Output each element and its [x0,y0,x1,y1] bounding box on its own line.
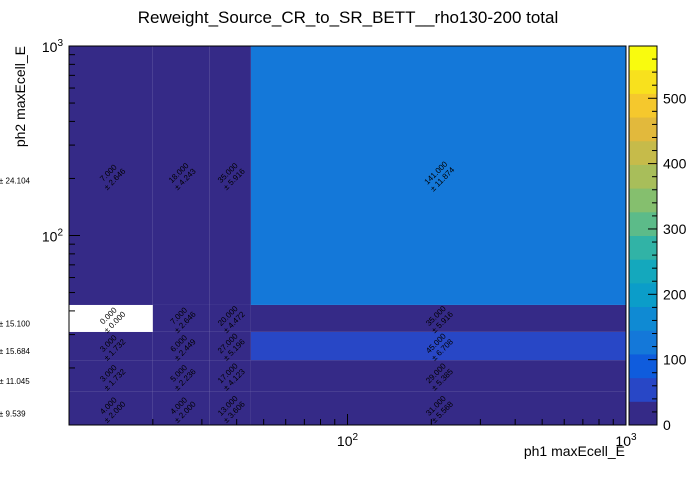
colorbar-tick-label: 500 [663,90,687,106]
chart-title: Reweight_Source_CR_to_SR_BETT__rho130-20… [138,8,559,27]
heatmap-cell [69,391,153,425]
heatmap-cell [209,391,251,425]
heatmap-cell [152,304,210,332]
heatmap-cell [250,304,626,332]
heatmap-cell [152,391,210,425]
x-tick-label: 102 [337,432,359,449]
y-axis-label: ph2 maxEcell_E [12,46,28,147]
heatmap-cell [209,360,251,392]
colorbar: 0 100 200 300 400 500 [628,45,687,433]
heatmap-cell [69,304,153,332]
colorbar-band [629,401,657,426]
colorbar-tick-label: 300 [663,221,687,237]
heatmap-cell [69,360,153,392]
colorbar-tick-label: 100 [663,352,687,368]
x-axis-label: ph1 maxEcell_E [524,443,625,459]
colorbar-band [629,282,657,308]
x-tick-label: 103 [615,432,637,449]
cell-value-label: 228.000± 15.100 [0,310,31,328]
colorbar-band [629,188,657,213]
colorbar-band [629,93,657,118]
cell-value-label: 91.000± 9.539 [0,400,26,418]
heatmap-cell [152,46,210,305]
colorbar-band [629,306,657,331]
colorbar-band [629,377,657,402]
colorbar-band [629,259,657,284]
colorbar-band [629,330,657,355]
colorbar-band [629,69,657,94]
heatmap-cells [69,46,626,425]
colorbar-tick-label: 400 [663,156,687,172]
colorbar-frame [628,45,658,426]
cell-value-label: 122.000± 11.045 [0,368,30,386]
axes: 102 103 102 103 [42,38,637,449]
heatmap-cell [209,304,251,332]
heatmap-cell [250,391,626,425]
colorbar-band [629,46,657,71]
y-tick-label: 103 [42,38,64,55]
heatmap-cell [209,331,251,361]
cell-value-label: 581.000± 24.104 [0,167,31,185]
cell-value-label: 246.000± 15.684 [0,338,31,356]
colorbar-tick-label: 0 [663,417,671,433]
heatmap-cell [250,331,626,361]
heatmap-cell [209,46,251,305]
y-tick-label: 102 [42,228,64,245]
heatmap-cell [250,360,626,392]
colorbar-band [629,353,657,379]
colorbar-tick-label: 200 [663,286,687,302]
heatmap-cell [250,46,626,305]
heatmap-cell [69,331,153,361]
heatmap-cell [69,46,153,305]
colorbar-band [629,140,657,165]
heatmap-cell [152,360,210,392]
heatmap-cell [152,331,210,361]
colorbar-band [629,235,657,260]
